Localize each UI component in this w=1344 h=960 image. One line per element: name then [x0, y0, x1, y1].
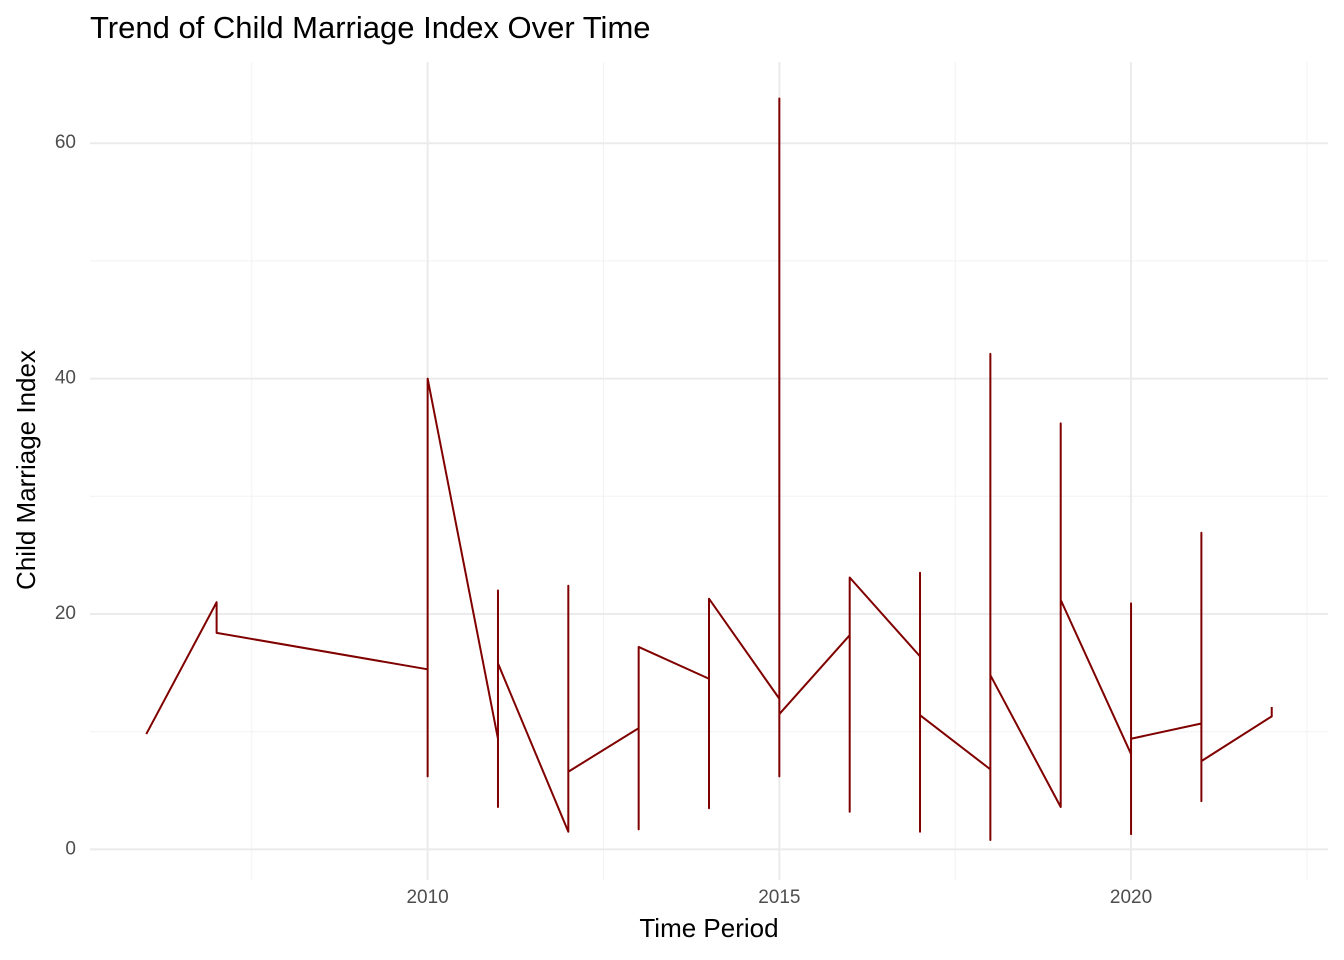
- x-axis-label: Time Period: [639, 913, 778, 943]
- y-axis-label: Child Marriage Index: [11, 350, 41, 590]
- x-tick-label: 2020: [1110, 887, 1152, 908]
- y-tick-label: 20: [55, 603, 76, 624]
- x-tick-label: 2015: [758, 887, 800, 908]
- y-tick-label: 0: [65, 838, 76, 859]
- data-line: [145, 97, 1273, 841]
- chart-title: Trend of Child Marriage Index Over Time: [90, 10, 651, 45]
- y-tick-label: 60: [55, 132, 76, 153]
- y-tick-label: 40: [55, 368, 76, 389]
- x-tick-label: 2010: [406, 887, 448, 908]
